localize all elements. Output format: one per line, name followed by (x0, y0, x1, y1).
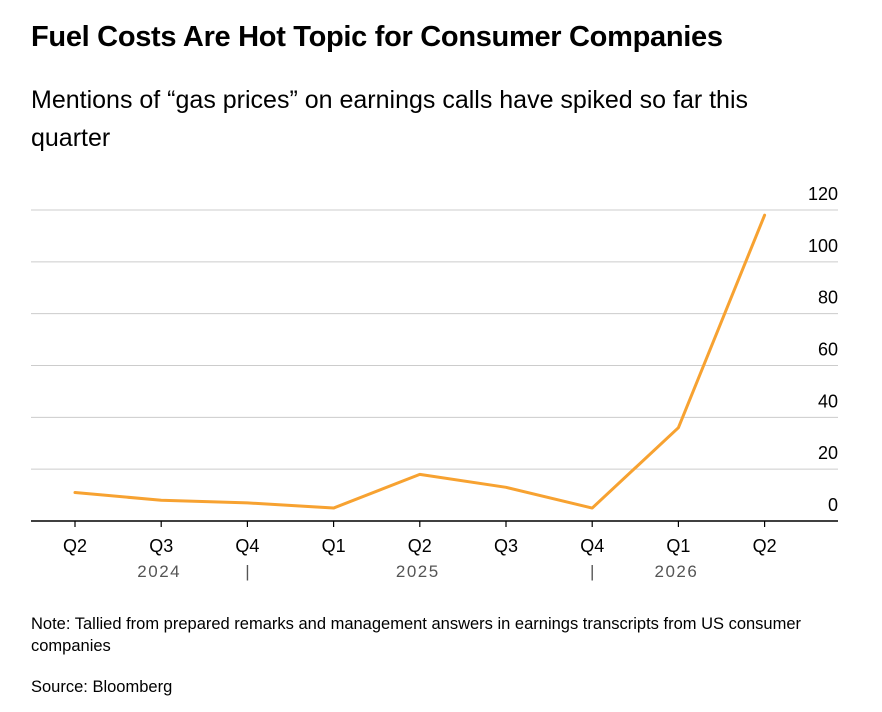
gridlines (31, 209, 838, 522)
year-label: 2024 (137, 562, 181, 581)
y-tick-label: 120 (808, 184, 838, 204)
y-tick-label: 40 (818, 391, 838, 411)
chart-subtitle: Mentions of “gas prices” on earnings cal… (31, 86, 749, 152)
x-tick-label: Q2 (408, 536, 432, 556)
y-tick-label: 100 (808, 236, 838, 256)
y-tick-label: 0 (828, 495, 838, 515)
y-tick-label: 60 (818, 340, 838, 360)
year-label: 2026 (654, 562, 698, 581)
y-axis-ticks: 0 20 40 60 80 100 120 (808, 184, 838, 515)
year-separator: | (245, 562, 249, 581)
x-tick-label: Q3 (494, 536, 518, 556)
year-label: 2025 (396, 562, 440, 581)
series-line (73, 213, 767, 510)
chart-source: Source: Bloomberg (31, 678, 173, 696)
chart-title: Fuel Costs Are Hot Topic for Consumer Co… (31, 21, 723, 53)
y-tick-label: 20 (818, 443, 838, 463)
year-separator: | (590, 562, 594, 581)
x-tick-label: Q2 (63, 536, 87, 556)
chart-note: Note: Tallied from prepared remarks and … (31, 615, 802, 655)
x-tick-label: Q3 (149, 536, 173, 556)
x-tick-label: Q1 (322, 536, 346, 556)
x-tick-label: Q4 (580, 536, 604, 556)
x-tick-label: Q4 (235, 536, 259, 556)
line-chart: 0 20 40 60 80 100 120 Q2 Q3 Q4 Q1 Q2 Q3 Q4 Q1 Q2 2024 20… (31, 184, 838, 581)
x-tick-label: Q2 (753, 536, 777, 556)
series-layer (73, 213, 767, 510)
x-axis-ticks: Q2 Q3 Q4 Q1 Q2 Q3 Q4 Q1 Q2 2024 2025 2026 | | (63, 521, 777, 581)
x-tick-label: Q1 (666, 536, 690, 556)
y-tick-label: 80 (818, 288, 838, 308)
